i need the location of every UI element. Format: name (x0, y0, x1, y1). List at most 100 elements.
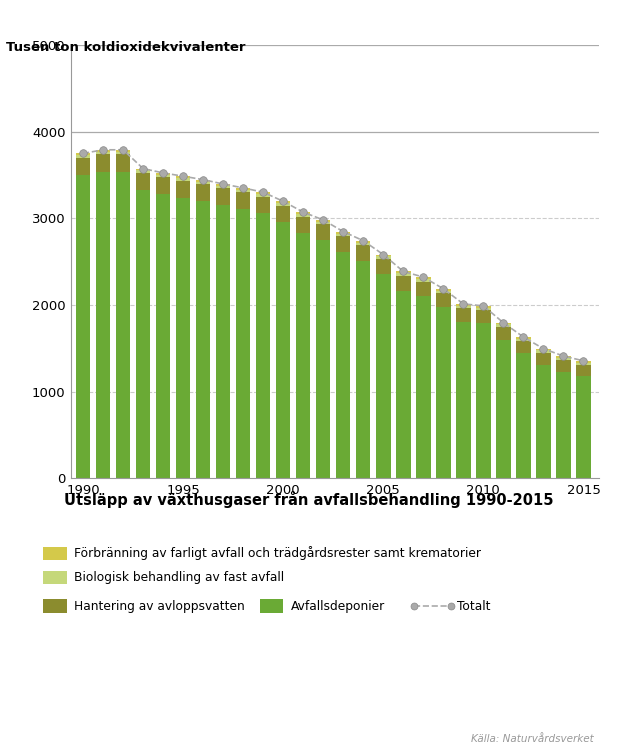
Bar (436, 291, 451, 293)
Text: Källa: Naturvårdsverket: Källa: Naturvårdsverket (470, 734, 593, 744)
Bar (76, 158, 90, 175)
Text: Totalt: Totalt (457, 599, 491, 613)
Bar (416, 282, 431, 296)
Bar (276, 206, 290, 222)
Bar (496, 327, 510, 340)
Text: Förbränning av farligt avfall och trädgårdsrester samt krematorier: Förbränning av farligt avfall och trädgå… (74, 547, 481, 560)
Bar (196, 184, 210, 201)
Bar (356, 241, 371, 242)
Bar (376, 255, 391, 257)
Bar (76, 175, 90, 478)
Bar (136, 190, 150, 478)
Bar (396, 271, 410, 273)
Bar (176, 181, 190, 197)
Bar (156, 194, 171, 478)
Bar (76, 154, 90, 155)
Bar (256, 192, 271, 194)
Text: Utsläpp av växthusgaser från avfallsbehandling 1990-2015: Utsläpp av växthusgaser från avfallsbeha… (64, 491, 554, 508)
Bar (296, 212, 310, 214)
Bar (256, 213, 271, 478)
Bar (296, 214, 310, 217)
Bar (516, 353, 531, 478)
Bar (96, 154, 110, 172)
Bar (216, 186, 231, 188)
Bar (556, 356, 570, 358)
Bar (76, 155, 90, 158)
Bar (536, 350, 551, 353)
Bar (216, 188, 231, 206)
Bar (396, 273, 410, 276)
Bar (536, 364, 551, 478)
Bar (516, 339, 531, 341)
Bar (236, 193, 250, 209)
Bar (276, 222, 290, 478)
Bar (436, 293, 451, 307)
Bar (236, 188, 250, 190)
Bar (396, 276, 410, 291)
Bar (136, 169, 150, 170)
Text: Avfallsdeponier: Avfallsdeponier (290, 599, 385, 613)
Bar (196, 180, 210, 181)
Bar (496, 325, 510, 327)
Bar (236, 190, 250, 193)
Bar (576, 365, 591, 376)
Text: Tusen ton koldioxidekvivalenter: Tusen ton koldioxidekvivalenter (6, 41, 246, 54)
Bar (116, 151, 130, 154)
Bar (96, 151, 110, 154)
Bar (496, 323, 510, 325)
Bar (336, 252, 350, 478)
Bar (456, 322, 470, 478)
Bar (476, 323, 491, 478)
Bar (516, 341, 531, 353)
Text: Biologisk behandling av fast avfall: Biologisk behandling av fast avfall (74, 571, 284, 584)
Bar (216, 184, 231, 186)
Bar (256, 197, 271, 213)
Bar (376, 259, 391, 274)
Bar (476, 310, 491, 323)
Bar (116, 150, 130, 151)
Bar (276, 201, 290, 203)
Bar (396, 291, 410, 478)
Bar (136, 173, 150, 190)
Bar (356, 242, 371, 245)
Bar (496, 340, 510, 478)
Bar (476, 306, 491, 307)
Bar (376, 257, 391, 259)
Bar (176, 197, 190, 478)
Bar (256, 194, 271, 197)
Bar (536, 349, 551, 350)
Bar (456, 306, 470, 309)
Bar (316, 224, 331, 240)
Bar (476, 307, 491, 310)
Bar (436, 288, 451, 291)
Bar (356, 245, 371, 261)
Bar (576, 376, 591, 478)
Bar (316, 220, 331, 222)
Bar (336, 232, 350, 233)
Bar (316, 240, 331, 478)
Bar (576, 362, 591, 365)
Bar (436, 307, 451, 478)
Bar (516, 337, 531, 339)
Bar (536, 353, 551, 364)
Bar (136, 170, 150, 173)
Bar (576, 361, 591, 362)
Bar (556, 358, 570, 361)
Bar (176, 178, 190, 181)
Bar (336, 233, 350, 236)
Text: Hantering av avloppsvatten: Hantering av avloppsvatten (74, 599, 245, 613)
Bar (416, 279, 431, 282)
Bar (116, 154, 130, 172)
Bar (456, 309, 470, 322)
Bar (376, 274, 391, 478)
Bar (276, 203, 290, 206)
Bar (236, 209, 250, 478)
Bar (356, 261, 371, 478)
Bar (96, 172, 110, 478)
Bar (296, 233, 310, 478)
Bar (96, 150, 110, 151)
Bar (316, 222, 331, 224)
Bar (156, 177, 171, 194)
Bar (156, 173, 171, 175)
Bar (216, 206, 231, 478)
